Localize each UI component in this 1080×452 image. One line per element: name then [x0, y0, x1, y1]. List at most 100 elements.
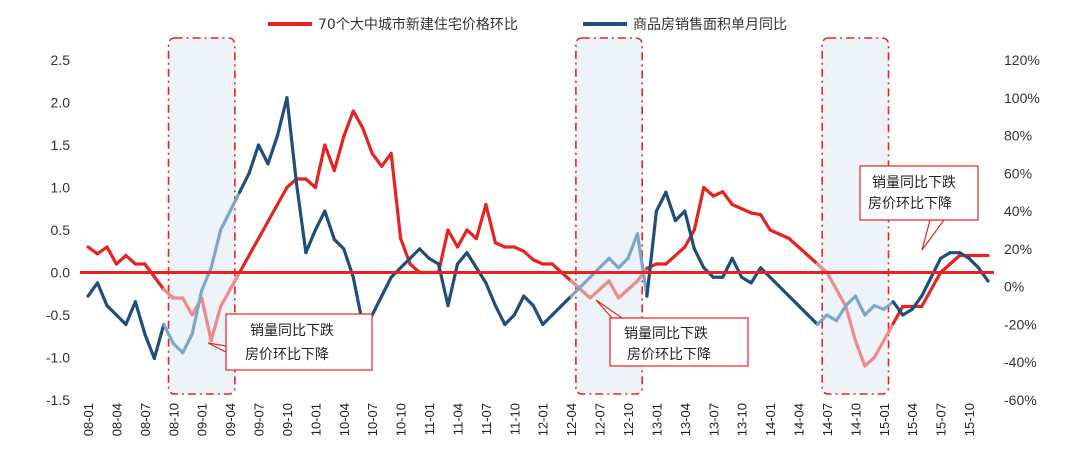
right-tick-label: -20%: [1004, 316, 1037, 332]
right-tick-label: 100%: [1004, 90, 1040, 106]
x-tick-label: 10-04: [337, 403, 352, 436]
sales-series-segment: [294, 181, 308, 255]
price-series-segment: [247, 236, 261, 258]
price-series-segment: [237, 253, 251, 275]
sales-series-segment: [162, 322, 175, 345]
price-series-segment: [806, 253, 820, 266]
x-tick-label: 12-10: [621, 403, 636, 436]
price-series-segment: [219, 287, 232, 309]
axes: 2.5 2.0 1.5 1.0 0.5 0.0 -0.5 -1.0 -1.5 120% 100% 80…: [46, 52, 1040, 436]
price-series-segment: [711, 190, 725, 198]
x-tick-label: 12-07: [593, 403, 608, 436]
price-series-segment: [361, 126, 374, 156]
sales-series-segment: [891, 300, 905, 317]
sales-series-segment: [901, 307, 914, 317]
price-series-segment: [920, 287, 933, 309]
sales-series-segment: [815, 313, 829, 327]
sales-series-segment: [777, 285, 791, 298]
price-series-segment: [607, 279, 621, 300]
price-series-segment: [768, 228, 782, 236]
price-series-segment: [493, 241, 507, 249]
sales-series-segment: [910, 294, 924, 311]
sales-series-segment: [920, 275, 933, 298]
sales-series-segment: [967, 256, 981, 270]
sales-series-segment: [304, 228, 317, 255]
sales-series-segment: [730, 256, 744, 279]
x-tick-label: 08-07: [138, 403, 153, 436]
sales-series-segment: [531, 303, 545, 327]
x-tick-label: 09-01: [195, 403, 210, 436]
sales-series-segment: [560, 294, 573, 308]
x-tick-label: 09-07: [252, 403, 267, 436]
price-series-segment: [181, 296, 194, 317]
price-series-segment: [512, 245, 526, 253]
sales-series-segment: [654, 190, 668, 213]
x-tick-label: 14-01: [763, 403, 778, 436]
sales-series-segment: [446, 262, 460, 308]
price-series-segment: [948, 253, 962, 266]
x-tick-label: 13-04: [678, 403, 693, 436]
right-tick-label: -60%: [1004, 392, 1037, 408]
sales-series-segment: [171, 341, 185, 355]
sales-series-segment: [370, 294, 384, 317]
left-tick-label: 2.0: [51, 95, 71, 111]
price-series-segment: [683, 228, 696, 249]
price-series-segment: [522, 249, 535, 262]
left-tick-label: 1.0: [51, 180, 71, 196]
sales-series-segment: [275, 96, 289, 138]
price-series-segment: [759, 213, 772, 232]
sales-series-segment: [616, 256, 630, 270]
price-series-segment: [626, 279, 640, 292]
price-series-segment: [825, 270, 839, 292]
x-tick-label: 12-04: [564, 403, 579, 436]
sales-series-segment: [569, 285, 583, 298]
price-series-segment: [455, 228, 469, 249]
price-series-segment: [228, 270, 242, 292]
x-tick-label: 15-01: [877, 403, 892, 436]
sales-series-segment: [626, 232, 640, 260]
sales-series-segment: [806, 313, 820, 327]
sales-series-segment: [550, 303, 564, 317]
sales-series-segment: [721, 256, 734, 279]
sales-series-segment: [209, 228, 223, 270]
sales-series-segment: [645, 209, 659, 298]
right-tick-label: 0%: [1004, 279, 1024, 295]
price-series-segment: [730, 202, 744, 211]
callout-2: 销量同比下跌 房价环比下降: [595, 299, 749, 367]
price-series-segment: [124, 253, 137, 266]
sales-series-segment: [976, 266, 990, 283]
callout-2-line1: 销量同比下跌: [624, 326, 708, 342]
sales-series-segment: [692, 247, 706, 270]
sales-series-segment: [493, 303, 507, 327]
sales-series-segment: [863, 303, 876, 317]
sales-series-segment: [740, 275, 753, 285]
left-tick-label: 0.0: [51, 265, 71, 281]
x-tick-label: 14-07: [820, 403, 835, 436]
sales-series-segment: [86, 281, 100, 298]
sales-series-segment: [114, 313, 128, 327]
callout-3-line1: 销量同比下跌: [872, 175, 956, 191]
sales-series-segment: [95, 281, 109, 308]
sales-series-segment: [247, 143, 261, 175]
left-tick-label: -0.5: [46, 307, 70, 323]
price-series-segment: [579, 287, 592, 300]
x-tick-label: 11-01: [422, 403, 437, 435]
price-series-segment: [891, 304, 905, 326]
price-series-segment: [664, 253, 677, 266]
sales-series-segment: [787, 294, 801, 308]
sales-series-segment: [844, 294, 857, 308]
sales-series-segment: [436, 262, 450, 308]
price-series-segment: [474, 202, 488, 241]
sales-series-segment: [266, 133, 280, 166]
sales-series-segment: [635, 232, 649, 298]
price-series-segment: [796, 245, 810, 258]
price-series-segment: [332, 134, 346, 173]
x-tick-label: 09-10: [280, 403, 295, 436]
sales-series-segment: [673, 209, 687, 223]
callout-3: 销量同比下跌 房价环比下降: [859, 165, 979, 251]
sales-series-segment: [768, 275, 782, 289]
sales-series-segment: [219, 209, 232, 232]
sales-series-segment: [237, 171, 251, 194]
x-tick-label: 15-04: [905, 403, 920, 436]
price-series-segment: [863, 355, 876, 368]
